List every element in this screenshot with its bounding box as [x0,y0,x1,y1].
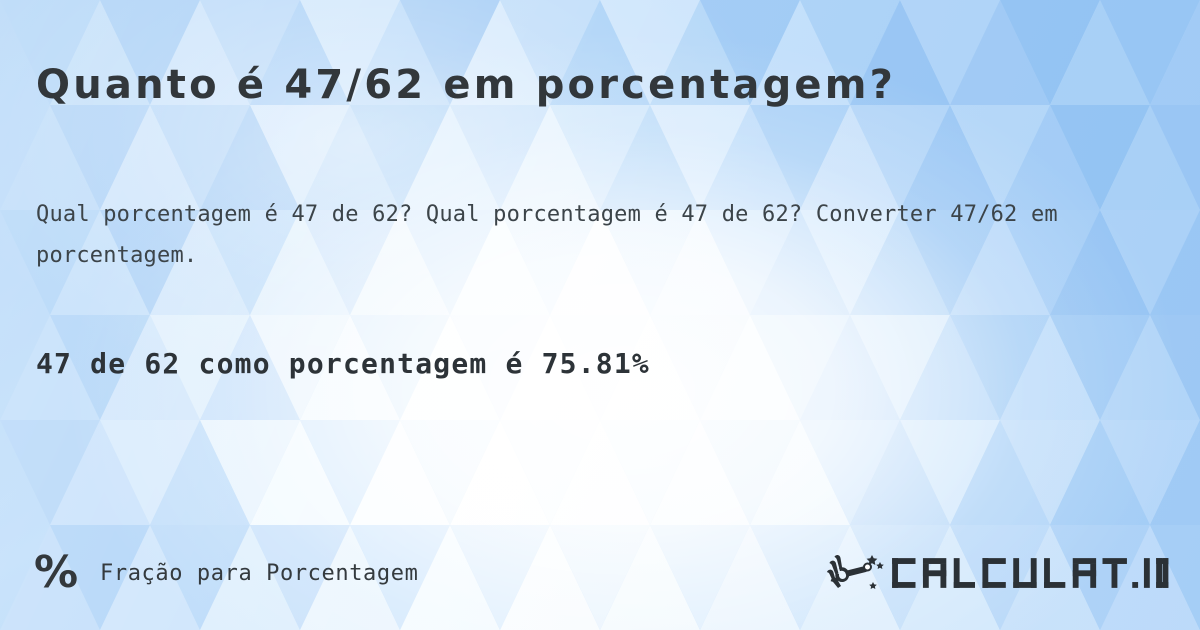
description-text: Qual porcentagem é 47 de 62? Qual porcen… [36,202,1058,268]
result-text: 47 de 62 como porcentagem é 75.81% [36,347,650,380]
magic-wand-hand-icon [826,554,884,590]
brand-logo: CALCULAT.IO [826,542,1171,604]
category-label: Fração para Porcentagem [100,560,419,586]
brand-lcd-wordmark [891,558,1168,588]
percent-icon: % [34,547,79,598]
card-footer: % Fração para Porcentagem [0,542,1200,604]
brand-name: CALCULAT.IO [890,551,1171,595]
page-title: Quanto é 47/62 em porcentagem? [36,61,897,108]
category-badge: % Fração para Porcentagem [34,542,418,604]
